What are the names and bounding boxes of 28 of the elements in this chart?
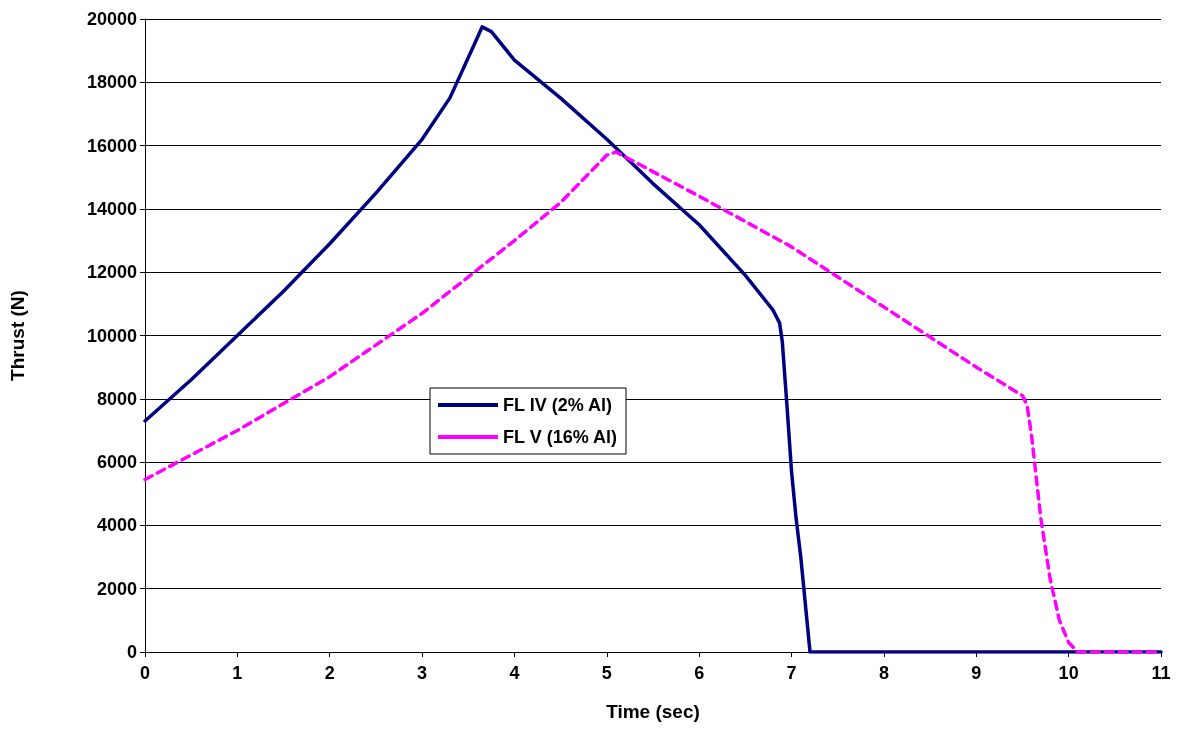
x-tick-label: 9 xyxy=(971,663,982,683)
legend-label: FL V (16% Al) xyxy=(503,427,618,447)
y-tick-label: 8000 xyxy=(96,388,137,409)
y-tick-label: 2000 xyxy=(96,578,137,599)
x-tick-label: 10 xyxy=(1058,663,1079,683)
x-axis-title: Time (sec) xyxy=(606,701,700,722)
legend-label: FL IV (2% Al) xyxy=(503,395,613,415)
y-tick-label: 12000 xyxy=(86,262,137,283)
x-tick-label: 3 xyxy=(417,663,428,683)
line-series xyxy=(143,25,1163,654)
y-tick-label: 10000 xyxy=(86,325,137,346)
x-tick-label: 6 xyxy=(694,663,705,683)
y-axis-title: Thrust (N) xyxy=(7,290,28,381)
y-tick-label: 14000 xyxy=(86,198,137,219)
y-tick-label: 18000 xyxy=(86,72,137,93)
x-tick-label: 7 xyxy=(786,663,797,683)
x-tick-label: 1 xyxy=(232,663,243,683)
y-tick-label: 4000 xyxy=(96,515,137,536)
y-tick-label: 20000 xyxy=(86,9,137,29)
x-tick-label: 11 xyxy=(1151,663,1171,683)
x-tick-label: 5 xyxy=(601,663,612,683)
x-tick-label: 2 xyxy=(324,663,335,683)
y-tick-label: 6000 xyxy=(96,452,137,473)
x-tick-label: 4 xyxy=(509,663,520,683)
y-tick-label: 0 xyxy=(126,642,137,662)
x-tick-label: 8 xyxy=(878,663,889,683)
x-tick-label: 0 xyxy=(139,663,151,683)
y-tick-label: 16000 xyxy=(86,135,137,156)
